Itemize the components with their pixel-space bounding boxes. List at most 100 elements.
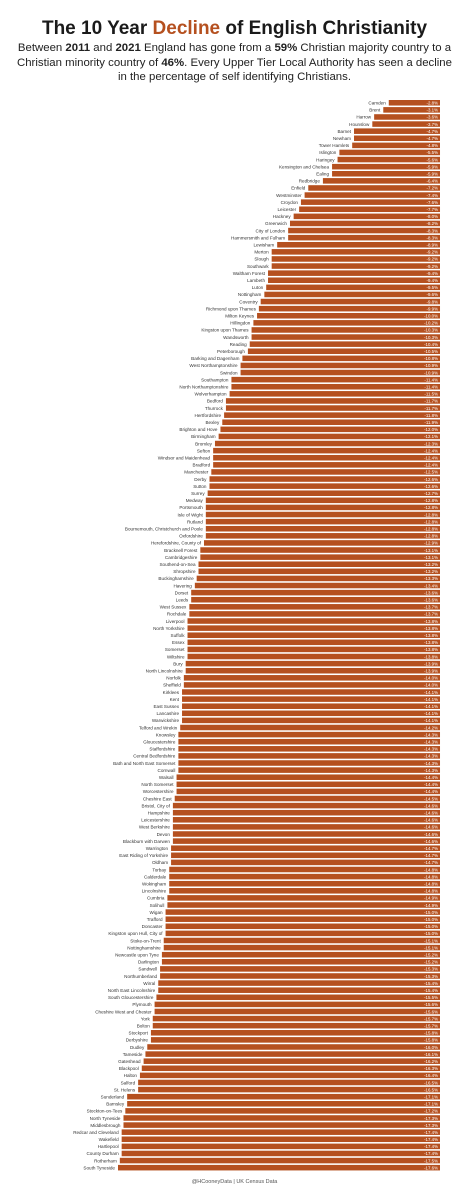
value-label-30: -10.0%: [424, 314, 438, 319]
bar-22: [271, 256, 440, 262]
value-label-12: -7.2%: [427, 186, 439, 191]
category-label-134: Tameside: [123, 1052, 143, 1057]
value-label-19: -8.3%: [427, 235, 439, 240]
category-label-30: Milton Keynes: [225, 314, 255, 319]
category-label-90: Gloucestershire: [143, 739, 176, 744]
value-label-144: -17.3%: [424, 1123, 438, 1128]
category-label-118: Stoke-on-Trent: [130, 938, 161, 943]
value-label-43: -11.7%: [424, 406, 438, 411]
category-label-122: Sandwell: [138, 967, 157, 972]
value-label-81: -14.0%: [424, 676, 438, 681]
value-label-6: -4.8%: [427, 143, 439, 148]
category-label-133: Dudley: [130, 1045, 145, 1050]
category-label-24: Waltham Forest: [233, 271, 266, 276]
value-label-4: -4.7%: [427, 129, 439, 134]
category-label-53: Derby: [194, 477, 207, 482]
category-label-3: Hounslow: [349, 122, 370, 127]
value-label-119: -15.1%: [424, 945, 438, 950]
category-label-144: Middlesbrough: [90, 1123, 121, 1128]
category-label-44: Hertfordshire: [195, 413, 222, 418]
bar-99: [172, 802, 440, 809]
category-label-109: Calderdale: [144, 874, 167, 879]
bar-97: [176, 788, 441, 795]
category-label-100: Hampshire: [148, 810, 171, 815]
category-label-107: Oldham: [152, 860, 168, 865]
bar-116: [165, 923, 440, 930]
bar-75: [187, 632, 440, 638]
category-label-101: Leicestershire: [141, 818, 170, 823]
category-label-116: Doncaster: [142, 924, 163, 929]
subtitle-text-and: and: [90, 42, 116, 54]
bar-58: [205, 511, 440, 518]
value-label-96: -14.4%: [424, 782, 438, 787]
value-label-72: -13.7%: [424, 612, 438, 617]
bar-29: [258, 305, 441, 312]
category-label-66: Shropshire: [173, 569, 196, 574]
bar-131: [150, 1030, 440, 1036]
category-label-64: Cambridgeshire: [165, 555, 198, 560]
value-label-24: -9.4%: [427, 271, 439, 276]
bar-91: [178, 746, 441, 752]
bar-4: [354, 128, 440, 134]
category-label-135: Gateshead: [118, 1059, 141, 1064]
value-label-63: -13.1%: [424, 548, 438, 553]
value-label-31: -10.2%: [424, 321, 438, 326]
value-label-26: -9.5%: [427, 285, 439, 290]
category-label-7: Islington: [319, 150, 337, 155]
bar-83: [182, 689, 440, 695]
value-label-68: -13.4%: [424, 583, 438, 588]
category-label-56: Medway: [186, 498, 204, 503]
value-label-0: -2.8%: [427, 101, 439, 106]
value-label-141: -17.1%: [424, 1102, 438, 1107]
category-label-29: Richmond upon Thames: [206, 306, 257, 311]
value-label-97: -14.4%: [424, 789, 438, 794]
value-label-147: -17.4%: [424, 1144, 438, 1149]
bar-144: [123, 1122, 441, 1128]
title-part-2: of English Christianity: [220, 18, 428, 39]
category-label-52: Manchester: [184, 470, 208, 475]
value-label-85: -14.1%: [424, 704, 438, 709]
value-label-77: -13.8%: [424, 647, 438, 652]
category-label-41: Wolverhampton: [195, 392, 228, 397]
bar-101: [172, 817, 440, 823]
category-label-21: Merton: [254, 250, 269, 255]
value-label-16: -8.0%: [427, 214, 439, 219]
value-label-111: -14.8%: [424, 889, 438, 894]
category-label-77: Somerset: [165, 647, 185, 652]
value-label-62: -12.9%: [424, 541, 438, 546]
bar-79: [185, 660, 440, 667]
category-label-115: Trafford: [147, 917, 163, 922]
category-label-95: Walsall: [159, 775, 174, 780]
bar-57: [205, 504, 440, 511]
category-label-106: East Riding of Yorkshire: [119, 853, 168, 858]
value-label-108: -14.8%: [424, 867, 438, 872]
value-label-89: -14.3%: [424, 732, 438, 737]
category-label-99: Bristol, City of: [142, 803, 171, 808]
bar-47: [218, 433, 440, 440]
category-label-68: Havering: [173, 583, 192, 588]
bar-32: [251, 327, 440, 333]
bar-6: [352, 142, 440, 149]
value-label-52: -12.5%: [424, 470, 438, 475]
category-label-126: South Gloucestershire: [108, 995, 154, 1000]
value-label-116: -15.0%: [424, 924, 438, 929]
value-label-94: -14.3%: [424, 768, 438, 773]
bar-120: [161, 951, 440, 958]
subtitle-pct-46: 46%: [161, 56, 185, 69]
value-label-88: -14.2%: [424, 725, 438, 730]
value-label-134: -16.1%: [424, 1052, 438, 1057]
bar-84: [182, 696, 440, 702]
bar-44: [224, 412, 440, 418]
bar-133: [147, 1044, 440, 1050]
value-label-40: -11.4%: [424, 385, 438, 390]
category-label-91: Staffordshire: [149, 747, 175, 752]
bar-52: [211, 469, 440, 475]
bar-9: [332, 163, 440, 170]
category-label-51: Bradford: [193, 463, 211, 468]
bar-138: [138, 1079, 440, 1086]
value-label-145: -17.4%: [424, 1130, 438, 1135]
bar-63: [200, 547, 440, 553]
category-label-87: Warwickshire: [152, 718, 180, 723]
category-label-114: Wigan: [150, 910, 163, 915]
category-label-142: Stockton-on-Tees: [87, 1109, 123, 1114]
